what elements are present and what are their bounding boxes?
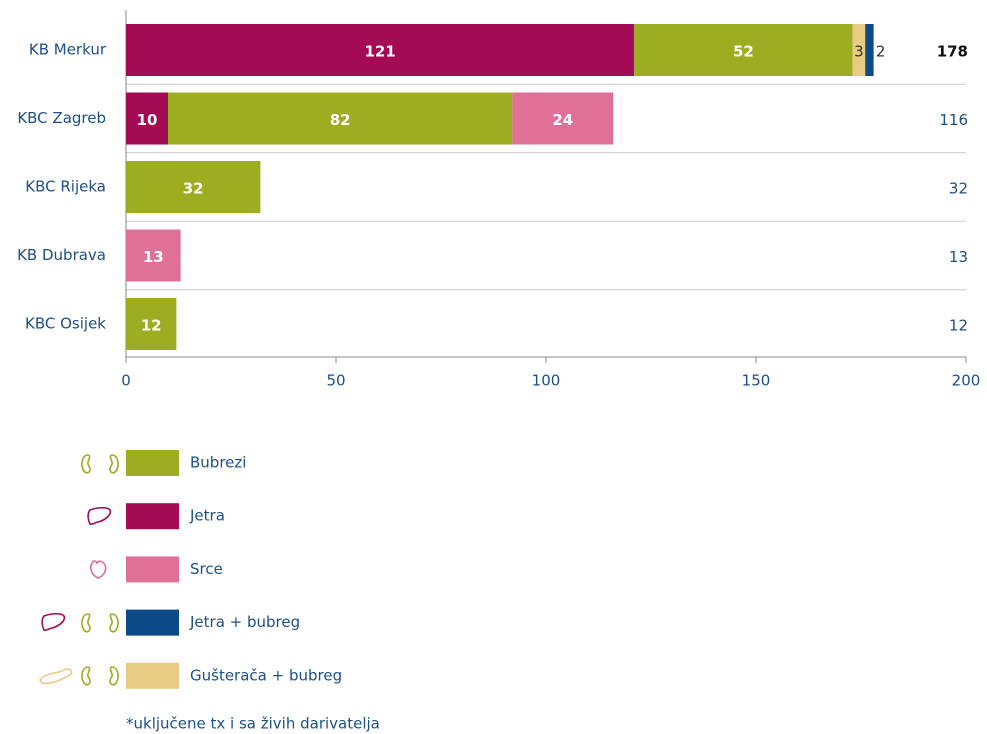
- legend-label: Jetra: [189, 507, 225, 525]
- value-label: 10: [137, 111, 158, 129]
- value-label: 52: [733, 43, 754, 61]
- legend-swatch: [126, 450, 179, 476]
- bar-segment: [126, 92, 168, 145]
- value-label: 32: [183, 180, 204, 198]
- total-label: 178: [937, 43, 968, 61]
- x-tick-label: 50: [326, 372, 345, 390]
- value-label: 121: [364, 43, 395, 61]
- legend-label: Srce: [190, 560, 223, 578]
- value-label: 13: [143, 248, 164, 266]
- total-label: 12: [949, 317, 968, 335]
- legend-swatch: [126, 503, 179, 530]
- bar-segment: [512, 92, 614, 145]
- total-label: 13: [949, 248, 968, 266]
- legend-icons: [39, 454, 119, 686]
- bar-segment: [865, 24, 874, 76]
- value-label: 2: [876, 43, 886, 61]
- x-tick-label: 200: [952, 372, 981, 390]
- bar-segment: [126, 229, 181, 282]
- bar-segment: [126, 298, 177, 350]
- value-label: 82: [330, 111, 351, 129]
- legend-label: Gušterača + bubreg: [190, 666, 342, 684]
- legend-swatch: [126, 556, 179, 583]
- legend-swatch: [126, 662, 179, 689]
- bar-segment: [126, 24, 635, 76]
- footnote: *uključene tx i sa živih darivatelja: [126, 715, 380, 733]
- total-label: 116: [939, 111, 968, 129]
- x-tick-label: 100: [532, 372, 561, 390]
- bar-segment: [634, 24, 853, 76]
- total-label: 32: [949, 180, 968, 198]
- category-label: KBC Rijeka: [25, 178, 106, 196]
- category-label: KB Dubrava: [17, 246, 106, 264]
- legend-label: Bubrezi: [190, 454, 246, 472]
- bar-segment: [168, 92, 513, 145]
- category-label: KB Merkur: [29, 41, 107, 59]
- legend-label: Jetra + bubreg: [189, 613, 300, 631]
- value-label: 24: [552, 111, 573, 129]
- bar-segment: [126, 161, 261, 213]
- bar-segment: [852, 24, 866, 76]
- value-label: 3: [854, 43, 864, 61]
- legend-swatch: [126, 609, 179, 636]
- x-tick-label: 0: [121, 372, 131, 390]
- value-label: 12: [141, 317, 162, 335]
- x-tick-label: 150: [742, 372, 771, 390]
- category-label: KBC Zagreb: [17, 109, 106, 127]
- category-label: KBC Osijek: [25, 315, 106, 333]
